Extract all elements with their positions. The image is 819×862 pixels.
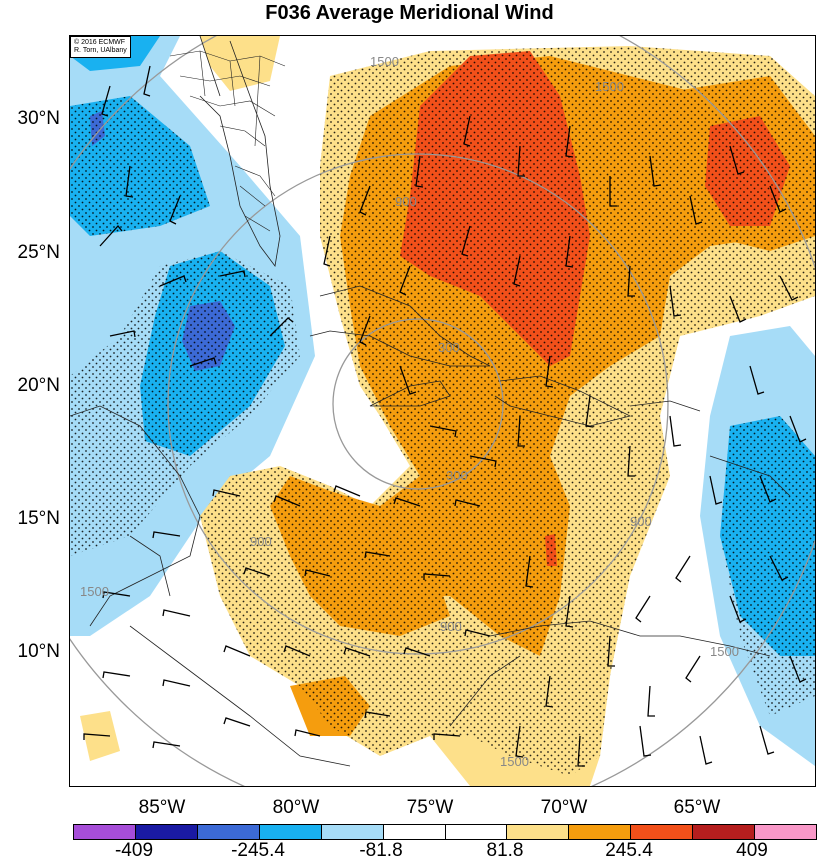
lon-label-70w: 70°W	[540, 797, 588, 818]
coastlines	[70, 36, 791, 767]
range-rings	[70, 36, 815, 786]
contour-label-1500e: 1500	[710, 644, 739, 659]
colorbar-label-1: -409	[114, 840, 154, 861]
lon-label-80w: 80°W	[272, 797, 320, 818]
credit-line-2: R. Torn, UAlbany	[74, 47, 127, 54]
colorbar	[73, 824, 817, 840]
lat-label-10n: 10°N	[17, 641, 60, 662]
colorbar-cell-12	[755, 825, 817, 839]
contour-label-900b: 900	[630, 514, 652, 529]
contour-label-300a: 300	[446, 468, 468, 483]
colorbar-cell-7	[445, 825, 508, 839]
chart-title: F036 Average Meridional Wind	[265, 2, 554, 24]
colorbar-cell-4	[259, 825, 322, 839]
contour-label-900d: 900	[440, 619, 462, 634]
lat-label-30n: 30°N	[17, 108, 60, 129]
colorbar-cell-3	[197, 825, 260, 839]
contour-label-1500c: 1500	[80, 584, 109, 599]
lon-label-85w: 85°W	[138, 797, 186, 818]
contour-label-300b: 300	[438, 340, 460, 355]
colorbar-cell-1	[74, 825, 136, 839]
lat-label-25n: 25°N	[17, 242, 60, 263]
colorbar-cell-5	[321, 825, 384, 839]
colorbar-cell-11	[693, 825, 756, 839]
credit-line-1: © 2016 ECMWF	[74, 39, 126, 46]
colorbar-cell-10	[631, 825, 694, 839]
colorbar-label-5: 245.4	[605, 840, 653, 861]
contour-label-1500a: 1500	[370, 54, 399, 69]
credit-box: © 2016 ECMWF R. Torn, UAlbany	[70, 36, 131, 58]
wind-barbs	[83, 65, 807, 767]
colorbar-cell-8	[507, 825, 570, 839]
state-boundaries	[169, 50, 286, 232]
colorbar-label-6: 409	[736, 840, 768, 861]
colorbar-label-3: -81.8	[359, 840, 403, 861]
lon-label-75w: 75°W	[406, 797, 454, 818]
map-panel: 300 300 900 900 900 900 1500 1500 1500 1…	[69, 35, 816, 787]
colorbar-cell-6	[383, 825, 446, 839]
contour-label-900c: 900	[250, 534, 272, 549]
lat-label-15n: 15°N	[17, 508, 60, 529]
contour-label-1500b: 1500	[595, 79, 624, 94]
colorbar-cell-9	[569, 825, 632, 839]
lat-label-20n: 20°N	[17, 375, 60, 396]
map-svg: 300 300 900 900 900 900 1500 1500 1500 1…	[70, 36, 815, 786]
contour-label-900a: 900	[395, 194, 417, 209]
contour-label-1500d: 1500	[500, 754, 529, 769]
lon-label-65w: 65°W	[673, 797, 721, 818]
colorbar-cell-2	[135, 825, 198, 839]
colorbar-label-4: 81.8	[486, 840, 524, 861]
colorbar-label-2: -245.4	[231, 840, 285, 861]
stipple-overlay	[70, 46, 815, 776]
